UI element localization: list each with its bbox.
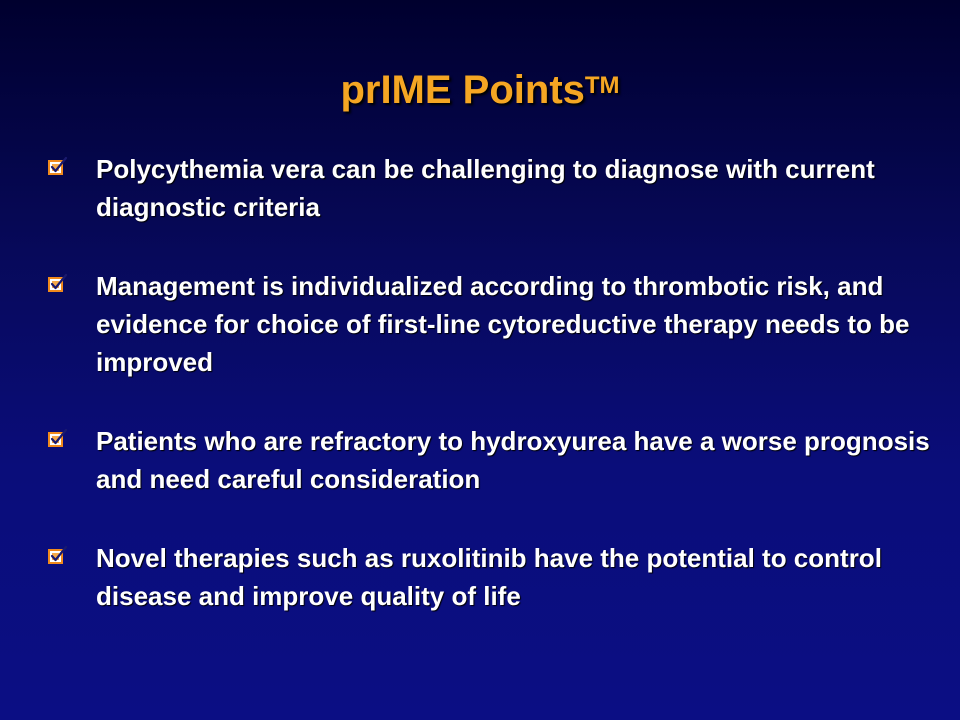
title-text: prIME Points: [340, 68, 585, 112]
bullet-item: Patients who are refractory to hydroxyur…: [44, 422, 944, 498]
checkbox-checked-icon: [48, 273, 68, 292]
bullet-item: Polycythemia vera can be challenging to …: [44, 150, 944, 226]
bullet-text: Polycythemia vera can be challenging to …: [96, 154, 875, 222]
checkbox-checked-icon: [48, 428, 68, 447]
bullet-text: Patients who are refractory to hydroxyur…: [96, 426, 930, 494]
trademark-superscript: TM: [584, 72, 620, 99]
bullet-item: Novel therapies such as ruxolitinib have…: [44, 539, 944, 615]
checkbox-checked-icon: [48, 545, 68, 564]
bullet-text: Management is individualized according t…: [96, 271, 910, 377]
bullet-list: Polycythemia vera can be challenging to …: [44, 150, 944, 656]
checkbox-checked-icon: [48, 156, 68, 175]
bullet-item: Management is individualized according t…: [44, 267, 944, 381]
slide-title: prIME PointsTM: [0, 64, 960, 116]
bullet-text: Novel therapies such as ruxolitinib have…: [96, 543, 882, 611]
